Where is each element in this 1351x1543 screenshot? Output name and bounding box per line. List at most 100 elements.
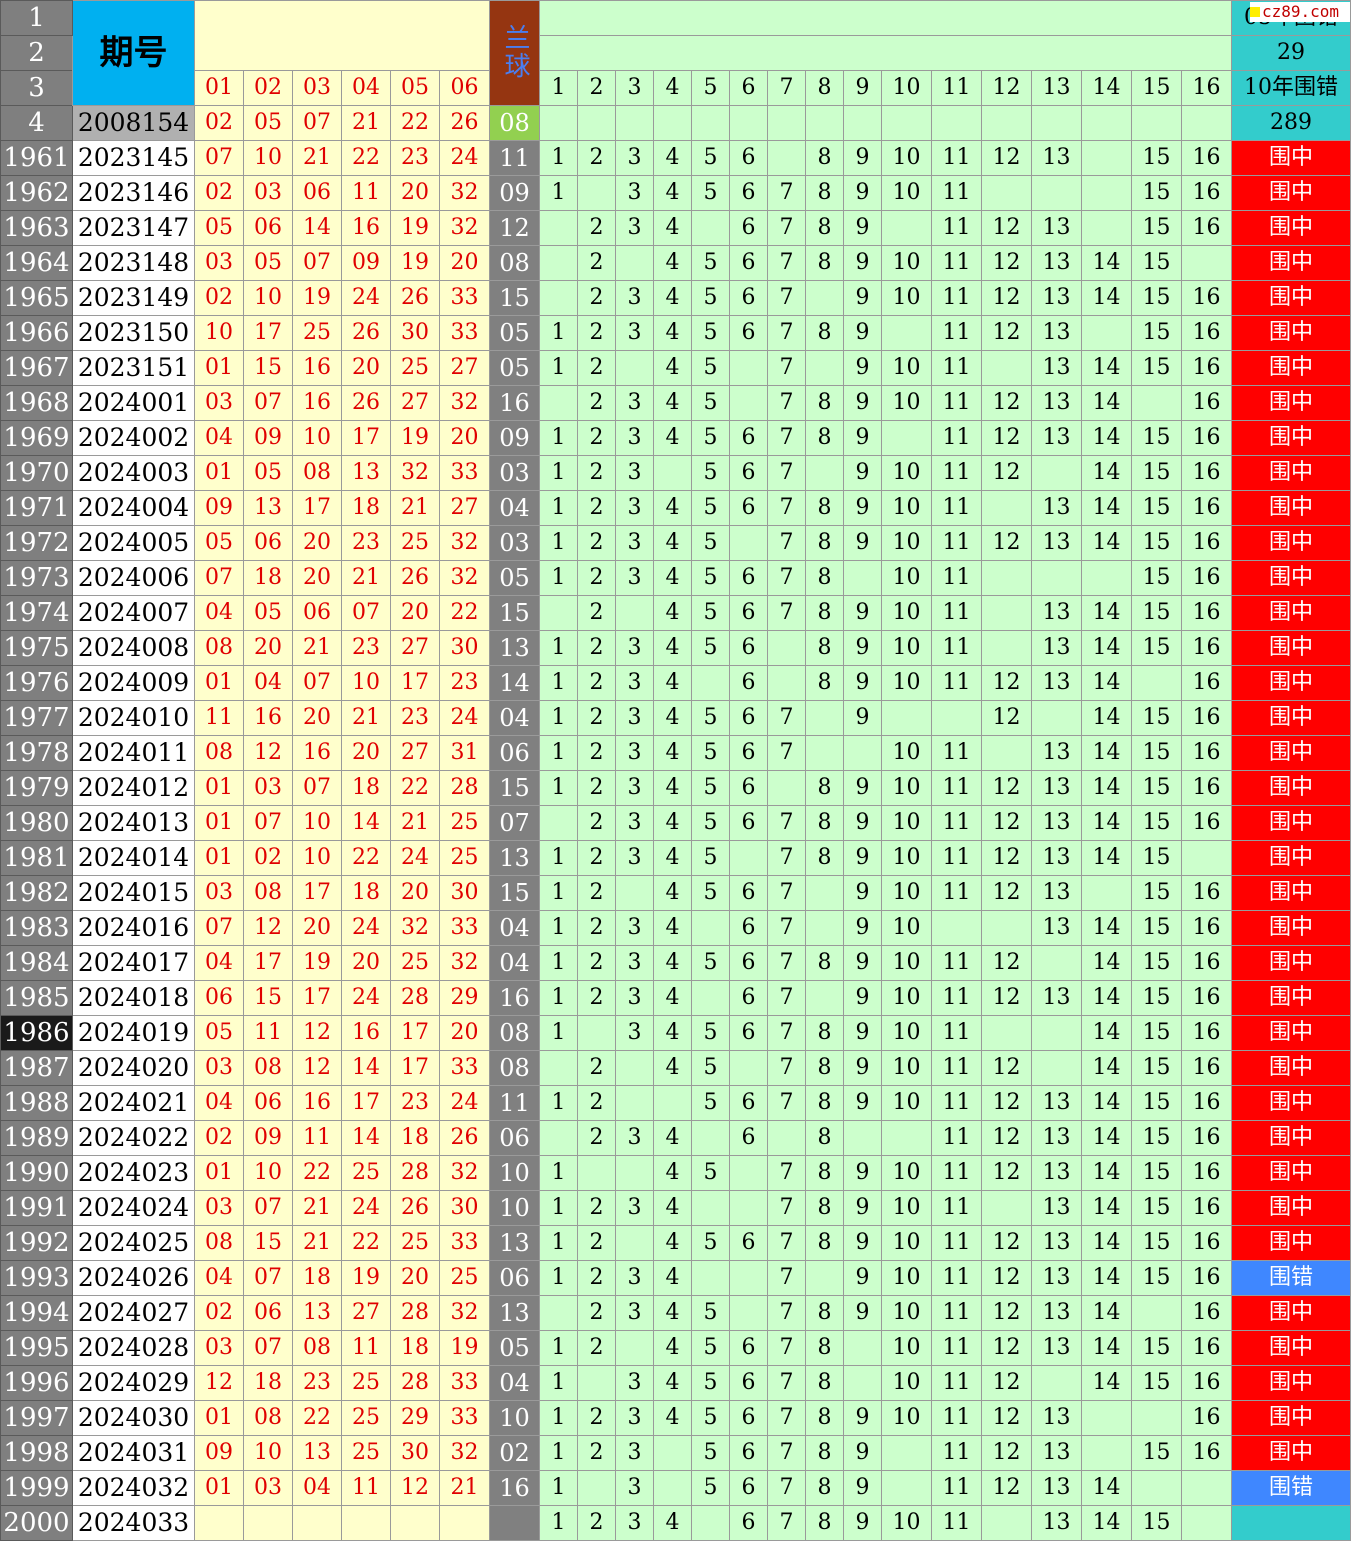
green-cell[interactable]: 9 bbox=[843, 1260, 882, 1296]
green-cell[interactable]: 16 bbox=[1181, 1015, 1232, 1051]
red-number-cell[interactable]: 13 bbox=[341, 455, 391, 491]
green-cell[interactable]: 1 bbox=[539, 945, 578, 981]
green-cell[interactable]: 15 bbox=[1131, 560, 1182, 596]
green-cell[interactable]: 15 bbox=[1131, 840, 1182, 876]
green-cell[interactable]: 7 bbox=[767, 525, 806, 561]
green-cell[interactable]: 12 bbox=[981, 1050, 1032, 1086]
green-cell[interactable]: 8 bbox=[805, 1470, 844, 1506]
row-header[interactable]: 1991 bbox=[0, 1190, 73, 1226]
red-number-cell[interactable]: 32 bbox=[390, 455, 440, 491]
green-cell[interactable]: 15 bbox=[1131, 1190, 1182, 1226]
green-cell[interactable]: 14 bbox=[1081, 1085, 1132, 1121]
green-cell[interactable] bbox=[1131, 385, 1182, 421]
green-cell[interactable]: 7 bbox=[767, 1260, 806, 1296]
row-header[interactable]: 1966 bbox=[0, 315, 73, 351]
green-cell[interactable]: 14 bbox=[1081, 350, 1132, 386]
red-number-cell[interactable]: 27 bbox=[439, 490, 490, 526]
green-cell[interactable]: 8 bbox=[805, 630, 844, 666]
green-cell[interactable]: 5 bbox=[691, 140, 730, 176]
red-number-cell[interactable]: 13 bbox=[243, 490, 293, 526]
green-cell[interactable]: 6 bbox=[729, 280, 768, 316]
green-cell[interactable]: 9 bbox=[843, 490, 882, 526]
result-cell[interactable]: 围中 bbox=[1231, 420, 1351, 456]
red-number-cell[interactable]: 28 bbox=[390, 980, 440, 1016]
red-number-cell[interactable]: 20 bbox=[439, 245, 490, 281]
green-cell[interactable] bbox=[615, 245, 654, 281]
green-cell[interactable]: 11 bbox=[931, 1190, 982, 1226]
red-number-cell[interactable]: 18 bbox=[243, 1365, 293, 1401]
green-cell[interactable]: 3 bbox=[615, 805, 654, 841]
red-number-cell[interactable]: 17 bbox=[292, 875, 342, 911]
green-cell[interactable]: 1 bbox=[539, 1225, 578, 1261]
green-cell[interactable]: 3 bbox=[615, 980, 654, 1016]
row-header[interactable]: 1973 bbox=[0, 560, 73, 596]
red-number-cell[interactable]: 20 bbox=[292, 525, 342, 561]
green-cell[interactable]: 15 bbox=[1131, 350, 1182, 386]
red-number-cell[interactable]: 21 bbox=[292, 1190, 342, 1226]
green-cell[interactable]: 15 bbox=[1131, 910, 1182, 946]
green-cell[interactable]: 15 bbox=[1131, 175, 1182, 211]
green-cell[interactable] bbox=[767, 140, 806, 176]
green-cell[interactable]: 9 bbox=[843, 700, 882, 736]
green-cell[interactable] bbox=[981, 350, 1032, 386]
green-cell[interactable]: 9 bbox=[843, 315, 882, 351]
green-cell[interactable]: 7 bbox=[767, 420, 806, 456]
green-cell[interactable]: 7 bbox=[767, 1400, 806, 1436]
red-number-cell[interactable]: 30 bbox=[439, 1190, 490, 1226]
green-cell[interactable]: 3 bbox=[615, 770, 654, 806]
green-cell[interactable]: 2 bbox=[577, 490, 616, 526]
row-header[interactable]: 1978 bbox=[0, 735, 73, 771]
red-number-cell[interactable]: 07 bbox=[292, 665, 342, 701]
period-cell[interactable]: 2024022 bbox=[72, 1120, 195, 1156]
green-cell[interactable]: 13 bbox=[1031, 1400, 1082, 1436]
red-number-cell[interactable]: 26 bbox=[390, 1190, 440, 1226]
green-cell[interactable] bbox=[539, 805, 578, 841]
row-header[interactable]: 1974 bbox=[0, 595, 73, 631]
green-cell[interactable]: 5 bbox=[691, 1225, 730, 1261]
red-number-cell[interactable]: 20 bbox=[390, 175, 440, 211]
red-number-cell[interactable]: 21 bbox=[292, 1225, 342, 1261]
green-cell[interactable] bbox=[1131, 1470, 1182, 1506]
red-number-cell[interactable]: 10 bbox=[243, 1435, 293, 1471]
green-cell[interactable]: 1 bbox=[539, 490, 578, 526]
green-cell[interactable]: 2 bbox=[577, 385, 616, 421]
green-cell[interactable] bbox=[729, 350, 768, 386]
green-cell[interactable]: 11 bbox=[931, 175, 982, 211]
red-number-cell[interactable]: 03 bbox=[194, 245, 244, 281]
green-cell[interactable]: 13 bbox=[1031, 1470, 1082, 1506]
green-cell[interactable]: 11 bbox=[931, 1330, 982, 1366]
red-number-cell[interactable]: 33 bbox=[439, 315, 490, 351]
row-header[interactable]: 1979 bbox=[0, 770, 73, 806]
result-cell[interactable]: 围中 bbox=[1231, 1400, 1351, 1436]
red-number-cell[interactable]: 20 bbox=[243, 630, 293, 666]
green-cell[interactable] bbox=[729, 1155, 768, 1191]
green-cell[interactable]: 14 bbox=[1081, 1155, 1132, 1191]
green-cell[interactable] bbox=[729, 1190, 768, 1226]
green-cell[interactable]: 4 bbox=[653, 1330, 692, 1366]
red-number-cell[interactable]: 18 bbox=[292, 1260, 342, 1296]
green-cell[interactable]: 8 bbox=[805, 140, 844, 176]
green-cell[interactable]: 2 bbox=[577, 665, 616, 701]
green-cell[interactable]: 1 bbox=[539, 420, 578, 456]
green-cell[interactable]: 7 bbox=[767, 700, 806, 736]
green-cell[interactable] bbox=[1081, 175, 1132, 211]
green-cell[interactable]: 7 bbox=[767, 1190, 806, 1226]
green-cell[interactable]: 15 bbox=[1131, 1330, 1182, 1366]
red-number-cell[interactable]: 04 bbox=[292, 1470, 342, 1506]
green-cell[interactable]: 12 bbox=[981, 1400, 1032, 1436]
green-cell[interactable]: 3 bbox=[615, 630, 654, 666]
green-cell[interactable]: 1 bbox=[539, 665, 578, 701]
row-header[interactable]: 1998 bbox=[0, 1435, 73, 1471]
green-cell[interactable] bbox=[767, 1120, 806, 1156]
green-cell[interactable]: 1 bbox=[539, 910, 578, 946]
blue-number-cell[interactable]: 15 bbox=[489, 280, 540, 316]
red-number-cell[interactable]: 33 bbox=[439, 280, 490, 316]
green-cell[interactable]: 13 bbox=[1031, 980, 1082, 1016]
red-number-cell[interactable]: 10 bbox=[243, 280, 293, 316]
red-number-cell[interactable]: 32 bbox=[439, 1435, 490, 1471]
green-cell[interactable] bbox=[1031, 175, 1082, 211]
red-number-cell[interactable]: 10 bbox=[292, 805, 342, 841]
red-number-cell[interactable]: 32 bbox=[439, 1155, 490, 1191]
red-number-cell[interactable]: 20 bbox=[439, 420, 490, 456]
red-number-cell[interactable]: 06 bbox=[243, 525, 293, 561]
